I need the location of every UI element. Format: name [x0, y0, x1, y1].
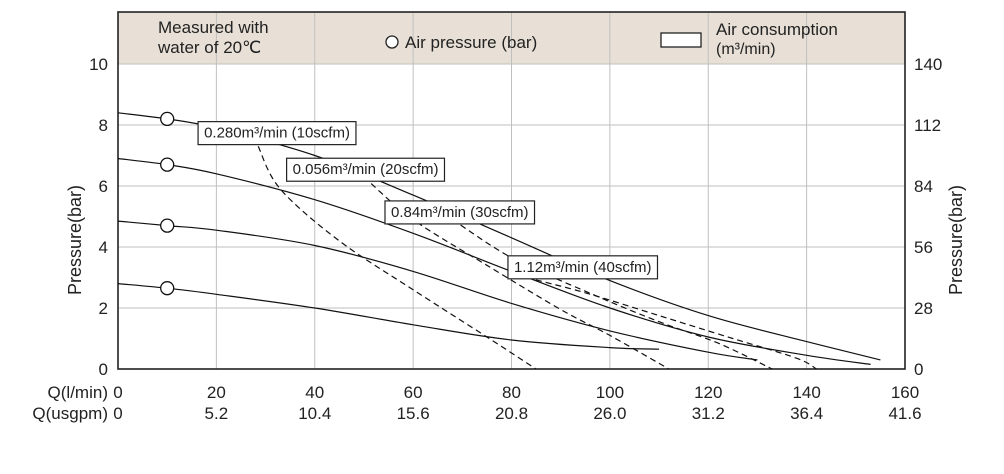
x-tick-label-usgpm: 5.2: [205, 404, 229, 423]
consumption-label-box: [197, 121, 357, 146]
x-tick-label-usgpm: 20.8: [495, 404, 528, 423]
legend-note-line1: Measured with: [158, 18, 269, 37]
consumption-label: 0.280m³/min (10scfm): [204, 125, 350, 142]
y-right-tick-label: 28: [914, 299, 933, 318]
y-right-tick-label: 0: [914, 360, 923, 379]
grid-lines: [117, 12, 906, 370]
air-pressure-curve: [117, 220, 758, 361]
y-left-tick-label: 6: [99, 177, 108, 196]
air-pressure-legend-marker: [385, 35, 399, 49]
consumption-label: 0.84m³/min (30scfm): [391, 204, 529, 221]
air-consumption-curve: [257, 146, 537, 370]
air-pressure-marker: [160, 218, 175, 233]
plot-frame: [117, 11, 906, 370]
x-tick-label-usgpm: 36.4: [790, 404, 823, 423]
y-left-tick-label: 2: [99, 299, 108, 318]
y-right-tick-label: 112: [914, 116, 941, 135]
consumption-label-box: [507, 255, 659, 280]
legend-note-line2: water of 20℃: [157, 38, 261, 57]
consumption-labels: 0.280m³/min (10scfm) 0.056m³/min (20scfm)…: [197, 121, 659, 280]
y-axis-right-title: Pressure(bar): [946, 185, 966, 295]
legend-air-pressure: Air pressure (bar): [405, 33, 537, 52]
x-axis-row2-title: Q(usgpm): [32, 404, 108, 423]
y-left-tick-label: 0: [99, 360, 108, 379]
x-tick-label-usgpm: 0: [113, 404, 122, 423]
air-consumption-curve: [452, 218, 773, 370]
consumption-label: 0.056m³/min (20scfm): [293, 161, 439, 178]
x-tick-label-lpm: 80: [502, 383, 521, 402]
x-tick-label-lpm: 60: [404, 383, 423, 402]
y-axis-left-title: Pressure(bar): [65, 185, 85, 295]
air-pressure-curve: [117, 112, 881, 361]
x-axis-row1-title: Q(l/min): [48, 383, 108, 402]
air-pressure-marker: [160, 281, 175, 296]
air-pressure-curve: [117, 157, 871, 365]
x-tick-label-lpm: 140: [792, 383, 820, 402]
curves: [117, 111, 881, 370]
x-tick-label-lpm: 40: [305, 383, 324, 402]
consumption-label: 1.12m³/min (40scfm): [514, 259, 652, 276]
air-consumption-legend-box: [660, 32, 702, 48]
x-tick-label-usgpm: 10.4: [298, 404, 331, 423]
air-pressure-marker: [160, 111, 175, 127]
x-tick-label-lpm: 120: [694, 383, 722, 402]
y-left-tick-label: 8: [99, 116, 108, 135]
x-tick-label-lpm: 160: [891, 383, 919, 402]
air-consumption-curve: [526, 276, 817, 370]
air-pressure-curve: [117, 283, 660, 350]
x-tick-label-usgpm: 31.2: [692, 404, 725, 423]
x-tick-label-lpm: 0: [113, 383, 122, 402]
x-tick-label-lpm: 100: [596, 383, 624, 402]
x-tick-label-usgpm: 15.6: [397, 404, 430, 423]
y-left-tick-label: 4: [99, 238, 108, 257]
x-tick-label-lpm: 20: [207, 383, 226, 402]
consumption-label-box: [384, 200, 536, 225]
y-right-tick-label: 140: [914, 55, 942, 74]
air-pressure-marker: [160, 157, 175, 172]
x-tick-label-usgpm: 41.6: [888, 404, 921, 423]
x-tick-label-usgpm: 26.0: [593, 404, 626, 423]
legend-air-consumption-line1: Air consumption: [716, 20, 838, 39]
y-right-tick-label: 56: [914, 238, 933, 257]
legend-air-consumption-line2: (m³/min): [716, 41, 776, 58]
y-left-tick-label: 10: [89, 55, 108, 74]
consumption-label-box: [286, 157, 446, 182]
y-right-tick-label: 84: [914, 177, 933, 196]
